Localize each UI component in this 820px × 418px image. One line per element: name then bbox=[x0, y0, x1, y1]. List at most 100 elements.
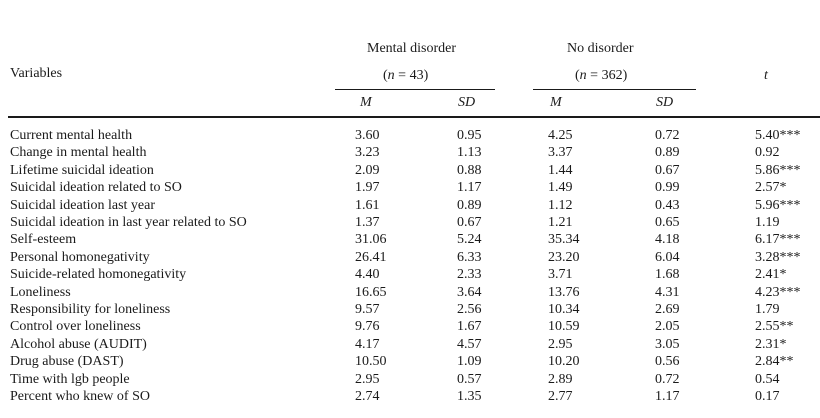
row-mental-sd: 0.95 bbox=[457, 128, 482, 143]
row-mental-m: 4.17 bbox=[355, 336, 380, 352]
row-mental-m: 4.40 bbox=[355, 267, 380, 283]
table-row: Responsibility for loneliness 9.57 2.56 10.… bbox=[0, 302, 820, 319]
table-row: Drug abuse (DAST) 10.50 1.09 10.20 0.56 2.84*… bbox=[0, 354, 820, 371]
row-variable: Suicide-related homonegativity bbox=[10, 267, 187, 283]
row-mental-sd: 0.67 bbox=[457, 215, 482, 230]
table-row: Time with lgb people 2.95 0.57 2.89 0.72 0.54 bbox=[0, 372, 820, 389]
group2-rule bbox=[533, 89, 696, 90]
row-mental-m: 1.97 bbox=[355, 180, 380, 196]
row-nodisorder-m: 4.25 bbox=[548, 128, 573, 143]
row-variable: Alcohol abuse (AUDIT) bbox=[10, 336, 147, 352]
row-variable: Lifetime suicidal ideation bbox=[10, 162, 154, 178]
row-mental-m: 3.60 bbox=[355, 128, 380, 143]
row-mental-sd: 6.33 bbox=[457, 249, 482, 265]
sd-header-2: SD bbox=[656, 95, 674, 110]
row-variable: Control over loneliness bbox=[10, 319, 141, 335]
row-mental-m: 1.61 bbox=[355, 197, 380, 213]
row-nodisorder-sd: 0.89 bbox=[655, 145, 680, 161]
table-row: Suicidal ideation in last year related t… bbox=[0, 215, 820, 232]
row-nodisorder-m: 1.21 bbox=[548, 215, 573, 230]
row-nodisorder-sd: 0.99 bbox=[655, 180, 680, 196]
table-row: Change in mental health 3.23 1.13 3.37 0.89 0… bbox=[0, 145, 820, 162]
row-nodisorder-sd: 0.43 bbox=[655, 197, 680, 213]
row-t-value: 0.54 bbox=[755, 371, 780, 387]
m-header-2: M bbox=[550, 95, 562, 110]
row-t-value: 3.28*** bbox=[755, 249, 801, 265]
row-mental-m: 9.76 bbox=[355, 319, 380, 335]
row-nodisorder-sd: 0.72 bbox=[655, 371, 680, 387]
row-t-value: 2.84** bbox=[755, 354, 794, 370]
row-variable: Suicidal ideation in last year related t… bbox=[10, 215, 247, 230]
row-mental-sd: 1.17 bbox=[457, 180, 482, 196]
group2-n: (n = 362) bbox=[575, 68, 628, 83]
row-t-value: 2.57* bbox=[755, 180, 787, 196]
row-nodisorder-sd: 3.05 bbox=[655, 336, 680, 352]
row-nodisorder-m: 10.34 bbox=[548, 302, 580, 317]
sd-header-1: SD bbox=[458, 95, 476, 110]
table-row: Percent who knew of SO 2.74 1.35 2.77 1.17 0.… bbox=[0, 389, 820, 406]
row-nodisorder-m: 35.34 bbox=[548, 232, 580, 248]
row-nodisorder-sd: 4.31 bbox=[655, 284, 680, 300]
row-t-value: 0.92 bbox=[755, 145, 780, 161]
group1-rule bbox=[335, 89, 495, 90]
row-nodisorder-m: 3.71 bbox=[548, 267, 573, 283]
row-nodisorder-m: 10.20 bbox=[548, 354, 580, 370]
row-mental-m: 1.37 bbox=[355, 215, 380, 230]
group1-n: (n = 43) bbox=[383, 68, 429, 83]
row-nodisorder-m: 1.44 bbox=[548, 162, 573, 178]
row-mental-m: 9.57 bbox=[355, 302, 380, 317]
row-variable: Current mental health bbox=[10, 128, 133, 143]
row-t-value: 1.79 bbox=[755, 302, 780, 317]
row-mental-sd: 1.09 bbox=[457, 354, 482, 370]
row-variable: Loneliness bbox=[10, 284, 71, 300]
row-variable: Suicidal ideation related to SO bbox=[10, 180, 182, 196]
row-nodisorder-sd: 4.18 bbox=[655, 232, 680, 248]
row-variable: Responsibility for loneliness bbox=[10, 302, 171, 317]
row-mental-m: 31.06 bbox=[355, 232, 387, 248]
table-row: Lifetime suicidal ideation 2.09 0.88 1.44 0.… bbox=[0, 163, 820, 180]
table-row: Control over loneliness 9.76 1.67 10.59 2.05… bbox=[0, 319, 820, 336]
table-row: Suicidal ideation related to SO 1.97 1.17 1… bbox=[0, 180, 820, 197]
row-nodisorder-sd: 0.56 bbox=[655, 354, 680, 370]
row-mental-sd: 0.88 bbox=[457, 162, 482, 178]
row-mental-sd: 3.64 bbox=[457, 284, 482, 300]
table-row: Current mental health 3.60 0.95 4.25 0.72 5.4… bbox=[0, 128, 820, 145]
row-nodisorder-sd: 2.05 bbox=[655, 319, 680, 335]
row-mental-sd: 1.35 bbox=[457, 389, 482, 404]
row-mental-sd: 1.13 bbox=[457, 145, 482, 161]
row-mental-sd: 2.56 bbox=[457, 302, 482, 317]
row-t-value: 5.86*** bbox=[755, 162, 801, 178]
table-row: Self-esteem 31.06 5.24 35.34 4.18 6.17*** bbox=[0, 232, 820, 249]
m-header-1: M bbox=[360, 95, 372, 110]
table-row: Loneliness 16.65 3.64 13.76 4.31 4.23*** bbox=[0, 285, 820, 302]
row-t-value: 6.17*** bbox=[755, 232, 801, 248]
row-variable: Change in mental health bbox=[10, 145, 147, 161]
row-nodisorder-sd: 0.72 bbox=[655, 128, 680, 143]
row-nodisorder-m: 13.76 bbox=[548, 284, 580, 300]
table-row: Suicide-related homonegativity 4.40 2.33 3.… bbox=[0, 267, 820, 284]
row-mental-m: 3.23 bbox=[355, 145, 380, 161]
row-mental-m: 10.50 bbox=[355, 354, 387, 370]
row-t-value: 2.31* bbox=[755, 336, 787, 352]
row-mental-sd: 0.57 bbox=[457, 371, 482, 387]
row-mental-sd: 2.33 bbox=[457, 267, 482, 283]
row-nodisorder-m: 1.12 bbox=[548, 197, 573, 213]
row-nodisorder-m: 2.95 bbox=[548, 336, 573, 352]
row-variable: Time with lgb people bbox=[10, 371, 130, 387]
row-t-value: 2.55** bbox=[755, 319, 794, 335]
row-nodisorder-m: 10.59 bbox=[548, 319, 580, 335]
group2-name: No disorder bbox=[567, 41, 634, 56]
row-nodisorder-m: 1.49 bbox=[548, 180, 573, 196]
row-mental-sd: 0.89 bbox=[457, 197, 482, 213]
row-nodisorder-sd: 1.68 bbox=[655, 267, 680, 283]
row-nodisorder-sd: 2.69 bbox=[655, 302, 680, 317]
header-rule bbox=[8, 116, 820, 118]
row-mental-sd: 5.24 bbox=[457, 232, 482, 248]
row-t-value: 1.19 bbox=[755, 215, 780, 230]
row-mental-m: 26.41 bbox=[355, 249, 387, 265]
row-variable: Self-esteem bbox=[10, 232, 77, 248]
variables-header: Variables bbox=[10, 66, 63, 81]
row-variable: Percent who knew of SO bbox=[10, 389, 150, 404]
row-mental-m: 2.09 bbox=[355, 162, 380, 178]
row-t-value: 5.96*** bbox=[755, 197, 801, 213]
